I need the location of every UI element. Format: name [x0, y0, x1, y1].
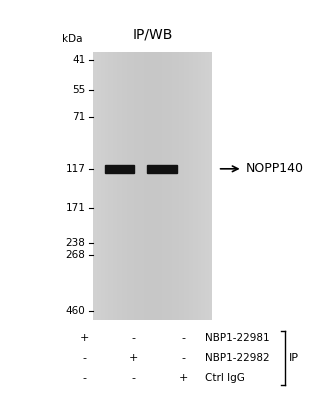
Text: NBP1-22982: NBP1-22982 [205, 353, 270, 363]
Text: +: + [129, 353, 138, 363]
Text: IP/WB: IP/WB [132, 28, 173, 42]
Bar [104, 165, 134, 172]
Text: kDa: kDa [62, 34, 83, 44]
Text: 117: 117 [66, 164, 86, 174]
Text: -: - [82, 373, 86, 383]
Text: 171: 171 [66, 203, 86, 213]
Text: Ctrl IgG: Ctrl IgG [205, 373, 245, 383]
Text: -: - [182, 333, 185, 343]
Text: +: + [79, 333, 89, 343]
Text: -: - [132, 333, 136, 343]
Text: 268: 268 [66, 250, 86, 260]
Text: NOPP140: NOPP140 [246, 162, 304, 175]
Text: NBP1-22981: NBP1-22981 [205, 333, 270, 343]
Text: 41: 41 [72, 55, 86, 65]
Text: -: - [182, 353, 185, 363]
Text: +: + [179, 373, 188, 383]
Bar [147, 165, 177, 172]
Text: -: - [132, 373, 136, 383]
Text: IP: IP [289, 353, 299, 363]
Text: 460: 460 [66, 306, 86, 316]
Text: -: - [82, 353, 86, 363]
Text: 55: 55 [72, 85, 86, 95]
Text: 71: 71 [72, 112, 86, 122]
Text: 238: 238 [66, 238, 86, 248]
